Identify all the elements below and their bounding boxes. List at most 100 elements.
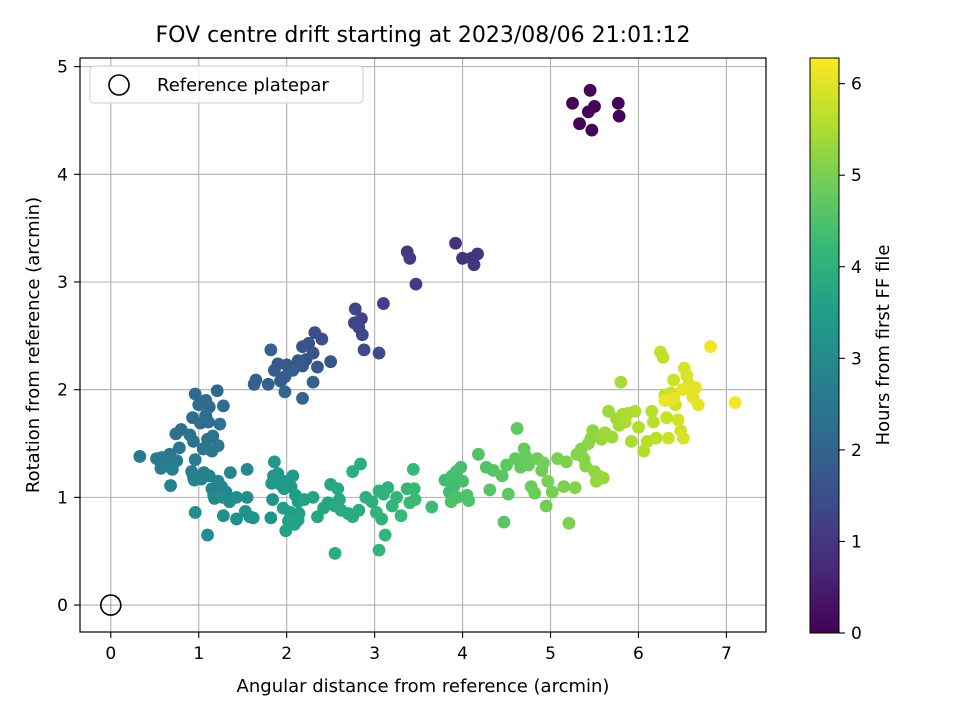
legend-entry: Reference platepar bbox=[157, 75, 329, 96]
data-point bbox=[381, 481, 395, 495]
data-point bbox=[456, 474, 469, 488]
data-point bbox=[187, 434, 200, 448]
data-point bbox=[647, 415, 660, 429]
data-point bbox=[704, 340, 717, 354]
grid-lines bbox=[80, 58, 766, 632]
y-tick-label: 3 bbox=[57, 273, 68, 293]
data-point bbox=[559, 455, 573, 469]
data-point bbox=[348, 302, 362, 316]
data-point bbox=[324, 355, 338, 369]
colorbar-gradient bbox=[809, 57, 840, 634]
colorbar: 0 1 2 3 4 5 6 Hours from first FF file bbox=[809, 57, 894, 644]
data-point bbox=[216, 509, 230, 523]
data-point bbox=[586, 424, 600, 438]
data-point bbox=[528, 486, 542, 500]
data-point bbox=[676, 383, 689, 397]
data-point bbox=[315, 332, 329, 346]
data-point bbox=[545, 485, 559, 499]
data-point bbox=[562, 516, 576, 530]
data-point bbox=[246, 511, 260, 525]
data-point bbox=[660, 411, 674, 425]
data-point bbox=[557, 480, 571, 494]
data-point bbox=[658, 394, 672, 407]
y-tick-label: 0 bbox=[57, 596, 68, 616]
data-point bbox=[277, 482, 291, 496]
legend: Reference platepar bbox=[89, 65, 364, 104]
data-point bbox=[495, 469, 509, 483]
data-point bbox=[539, 499, 553, 513]
data-point bbox=[223, 466, 237, 480]
data-point bbox=[637, 444, 651, 458]
data-point bbox=[372, 346, 386, 360]
x-axis-ticks: 0 1 2 3 4 5 6 7 bbox=[105, 632, 732, 664]
data-point bbox=[409, 277, 423, 291]
x-tick-label: 2 bbox=[281, 644, 292, 664]
data-point bbox=[223, 495, 236, 509]
data-point bbox=[355, 328, 369, 342]
reference-platepar-marker bbox=[99, 594, 122, 616]
data-point bbox=[279, 524, 293, 538]
data-point bbox=[201, 528, 214, 542]
data-point bbox=[390, 490, 404, 504]
data-point bbox=[656, 350, 670, 364]
data-point bbox=[671, 413, 685, 427]
data-point bbox=[472, 447, 485, 461]
data-point bbox=[296, 391, 309, 405]
data-point bbox=[306, 375, 320, 389]
data-point bbox=[357, 343, 371, 357]
data-point bbox=[667, 373, 681, 387]
data-point bbox=[291, 354, 305, 368]
x-tick-label: 1 bbox=[193, 644, 204, 664]
data-point bbox=[625, 434, 638, 448]
data-point bbox=[213, 417, 227, 431]
data-point bbox=[266, 493, 280, 506]
data-point bbox=[328, 546, 342, 560]
data-point bbox=[649, 431, 663, 445]
data-point bbox=[462, 494, 476, 508]
data-point bbox=[573, 117, 586, 131]
data-point bbox=[596, 471, 610, 485]
x-tick-label: 5 bbox=[545, 644, 556, 664]
data-point bbox=[588, 100, 601, 113]
data-point bbox=[267, 455, 281, 469]
data-point bbox=[377, 297, 390, 310]
colorbar-tick-label: 2 bbox=[851, 441, 862, 461]
data-point bbox=[165, 462, 179, 476]
data-point bbox=[216, 399, 230, 413]
data-point bbox=[296, 340, 309, 354]
colorbar-tick-label: 6 bbox=[851, 75, 862, 95]
data-point bbox=[164, 479, 177, 492]
data-point bbox=[210, 384, 224, 398]
x-tick-label: 3 bbox=[369, 644, 380, 664]
data-point bbox=[449, 236, 462, 250]
colorbar-tick-label: 5 bbox=[851, 166, 862, 186]
data-point bbox=[154, 461, 168, 475]
data-point bbox=[306, 490, 320, 504]
data-point bbox=[568, 481, 582, 495]
data-point bbox=[188, 453, 202, 467]
data-point bbox=[661, 431, 675, 445]
data-point bbox=[346, 465, 360, 478]
data-point bbox=[369, 506, 383, 519]
y-axis-ticks: 0 1 2 3 4 5 bbox=[57, 58, 80, 616]
data-point bbox=[331, 482, 345, 496]
data-point bbox=[206, 429, 220, 443]
data-point bbox=[691, 398, 705, 412]
data-point bbox=[240, 490, 254, 504]
data-point bbox=[278, 385, 292, 399]
data-point bbox=[192, 398, 206, 412]
data-point bbox=[194, 416, 207, 430]
data-point bbox=[372, 543, 386, 557]
data-point bbox=[522, 458, 535, 472]
data-point bbox=[274, 374, 287, 388]
data-point bbox=[602, 404, 615, 418]
colorbar-label: Hours from first FF file bbox=[873, 245, 894, 446]
data-point bbox=[500, 458, 513, 472]
data-point bbox=[172, 441, 186, 455]
reference-marker bbox=[99, 594, 122, 616]
data-point bbox=[456, 251, 469, 265]
data-point bbox=[605, 430, 619, 444]
colorbar-tick-label: 1 bbox=[851, 532, 862, 552]
y-tick-label: 5 bbox=[57, 58, 68, 78]
